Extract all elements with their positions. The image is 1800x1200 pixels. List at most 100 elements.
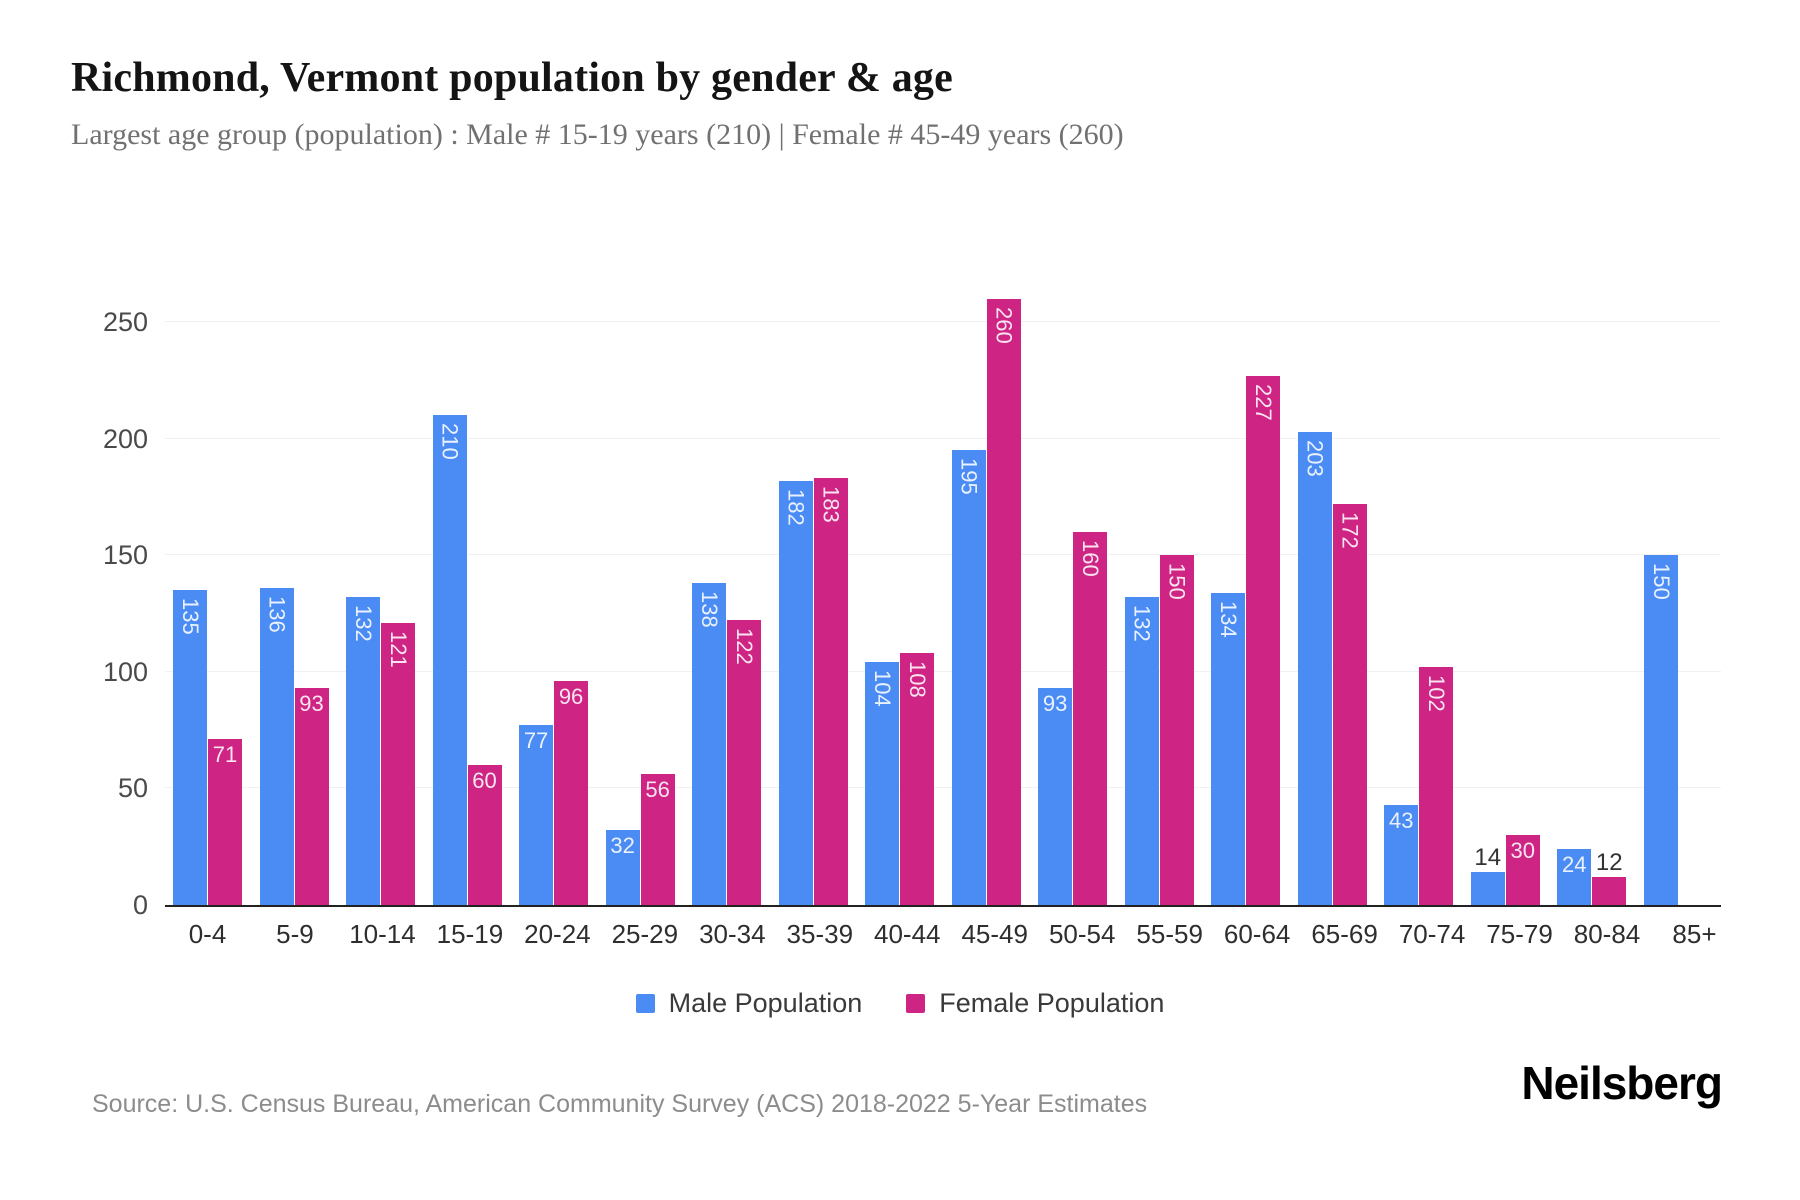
plot-area: 0 50 100 150 200 250 135 71 136 93 132 121 210 60 77 96… <box>103 259 1721 919</box>
x-axis-tick-75-79: 75-79 <box>1485 919 1554 950</box>
female-bar-75-79[interactable]: 30 <box>1505 835 1540 905</box>
bar-value-label: 60 <box>472 768 497 794</box>
bar-value-label: 96 <box>558 684 584 710</box>
male-bar-35-39[interactable]: 182 <box>778 480 813 905</box>
female-bar-5-9[interactable]: 93 <box>294 688 329 905</box>
male-bar-20-24[interactable]: 77 <box>519 725 554 905</box>
legend: Male Population Female Population <box>0 988 1800 1019</box>
male-bar-60-64[interactable]: 134 <box>1211 592 1246 905</box>
bar-value-label: 203 <box>1302 439 1328 477</box>
bar-group-45-49: 195 260 <box>951 298 1021 905</box>
source-attribution: Source: U.S. Census Bureau, American Com… <box>92 1090 1148 1118</box>
male-bar-85+[interactable]: 150 <box>1643 555 1678 905</box>
bar-group-5-9: 136 93 <box>259 587 329 905</box>
bar-value-label: 56 <box>645 777 670 803</box>
bar-value-label: 172 <box>1337 511 1363 549</box>
male-bar-40-44[interactable]: 104 <box>865 662 900 905</box>
x-axis-tick-15-19: 15-19 <box>435 919 504 950</box>
male-bar-70-74[interactable]: 43 <box>1384 804 1419 905</box>
bar-value-label: 104 <box>870 670 896 708</box>
y-axis-tick-50: 50 <box>117 773 148 804</box>
female-bar-40-44[interactable]: 108 <box>900 653 935 905</box>
x-axis-tick-30-34: 30-34 <box>698 919 767 950</box>
x-axis-tick-label: 15-19 <box>436 919 504 949</box>
female-bar-15-19[interactable]: 60 <box>467 765 502 905</box>
male-bar-65-69[interactable]: 203 <box>1297 431 1332 905</box>
female-bar-70-74[interactable]: 102 <box>1419 667 1454 905</box>
bar-value-label: 93 <box>299 691 324 717</box>
legend-label-male: Male Population <box>668 988 863 1018</box>
bar-value-label: 102 <box>1424 675 1450 712</box>
bar-group-50-54: 93 160 <box>1038 531 1108 905</box>
x-axis-tick-55-59: 55-59 <box>1135 919 1204 950</box>
bar-value-label: 77 <box>523 728 549 754</box>
male-bar-55-59[interactable]: 132 <box>1124 597 1159 905</box>
x-axis-tick-70-74: 70-74 <box>1398 919 1467 950</box>
bar-value-label: 183 <box>818 486 844 523</box>
female-bar-35-39[interactable]: 183 <box>813 478 848 905</box>
bar-value-label: 43 <box>1388 807 1414 833</box>
male-bar-50-54[interactable]: 93 <box>1038 688 1073 905</box>
female-bar-45-49[interactable]: 260 <box>986 298 1021 905</box>
bar-value-label: 260 <box>991 306 1017 344</box>
y-axis-tick-0: 0 <box>132 890 148 920</box>
x-axis-tick-35-39: 35-39 <box>785 919 854 950</box>
legend-item-male[interactable]: Male Population <box>635 988 863 1019</box>
bar-value-label: 108 <box>905 661 931 698</box>
bar-group-75-79: 14 30 <box>1470 835 1540 905</box>
y-axis-tick-200: 200 <box>102 423 148 454</box>
gridline-50 <box>165 787 1721 789</box>
bar-value-label: 24 <box>1562 852 1587 878</box>
y-axis-tick-150: 150 <box>102 540 148 571</box>
male-bar-5-9[interactable]: 136 <box>259 587 294 905</box>
female-bar-20-24[interactable]: 96 <box>554 681 589 905</box>
bar-group-30-34: 138 122 <box>692 583 762 905</box>
male-bar-10-14[interactable]: 132 <box>346 597 381 905</box>
bar-group-20-24: 77 96 <box>519 681 589 905</box>
male-bar-75-79[interactable]: 14 <box>1470 846 1505 905</box>
x-axis-tick-label: 70-74 <box>1398 919 1466 949</box>
legend-swatch-male-icon <box>635 994 655 1013</box>
bar-group-40-44: 104 108 <box>865 653 935 905</box>
female-bar-55-59[interactable]: 150 <box>1159 555 1194 905</box>
bars-row: 135 71 136 93 132 121 210 60 77 96 32 56 138 122 182 18… <box>165 298 1721 905</box>
male-bar-15-19[interactable]: 210 <box>432 415 467 905</box>
x-axis-tick-label: 40-44 <box>874 919 941 949</box>
x-axis-tick-65-69: 65-69 <box>1310 919 1379 950</box>
x-axis-tick-label: 20-24 <box>524 919 591 949</box>
x-axis-tick-60-64: 60-64 <box>1223 919 1292 950</box>
female-bar-30-34[interactable]: 122 <box>727 620 762 905</box>
female-bar-80-84[interactable]: 12 <box>1592 851 1627 905</box>
gridline-150 <box>165 554 1721 556</box>
legend-swatch-female-icon <box>906 994 926 1013</box>
legend-item-female[interactable]: Female Population <box>906 988 1164 1019</box>
male-bar-30-34[interactable]: 138 <box>692 583 727 905</box>
y-axis-tick-250: 250 <box>102 306 148 337</box>
female-bar-50-54[interactable]: 160 <box>1073 531 1108 905</box>
female-bar-0-4[interactable]: 71 <box>208 739 242 905</box>
female-bar-10-14[interactable]: 121 <box>381 622 416 905</box>
male-bar-80-84[interactable]: 24 <box>1557 849 1592 905</box>
bar-value-label: 93 <box>1042 691 1068 717</box>
male-bar-25-29[interactable]: 32 <box>605 830 640 905</box>
x-axis-tick-10-14: 10-14 <box>348 919 417 950</box>
x-axis-tick-label: 50-54 <box>1048 919 1116 949</box>
bar-group-70-74: 43 102 <box>1384 667 1454 905</box>
x-axis-tick-label: 5-9 <box>276 919 314 949</box>
male-bar-0-4[interactable]: 135 <box>173 590 207 905</box>
x-axis-tick-25-29: 25-29 <box>610 919 679 950</box>
female-bar-65-69[interactable]: 172 <box>1332 503 1367 905</box>
x-axis-tick-label: 75-79 <box>1486 919 1553 949</box>
bar-value-label: 150 <box>1164 563 1190 600</box>
x-axis-tick-label: 45-49 <box>961 919 1028 949</box>
bar-value-label: 132 <box>1129 605 1155 642</box>
female-bar-25-29[interactable]: 56 <box>640 774 675 905</box>
female-bar-60-64[interactable]: 227 <box>1246 375 1281 905</box>
bar-value-label: 182 <box>783 488 809 526</box>
bar-value-label: 160 <box>1078 539 1104 577</box>
x-axis-tick-0-4: 0-4 <box>173 919 242 950</box>
bar-value-label: 71 <box>212 742 238 768</box>
neilsberg-logo: Neilsberg <box>1521 1057 1723 1109</box>
male-bar-45-49[interactable]: 195 <box>951 450 986 905</box>
x-axis-tick-label: 80-84 <box>1573 919 1641 949</box>
